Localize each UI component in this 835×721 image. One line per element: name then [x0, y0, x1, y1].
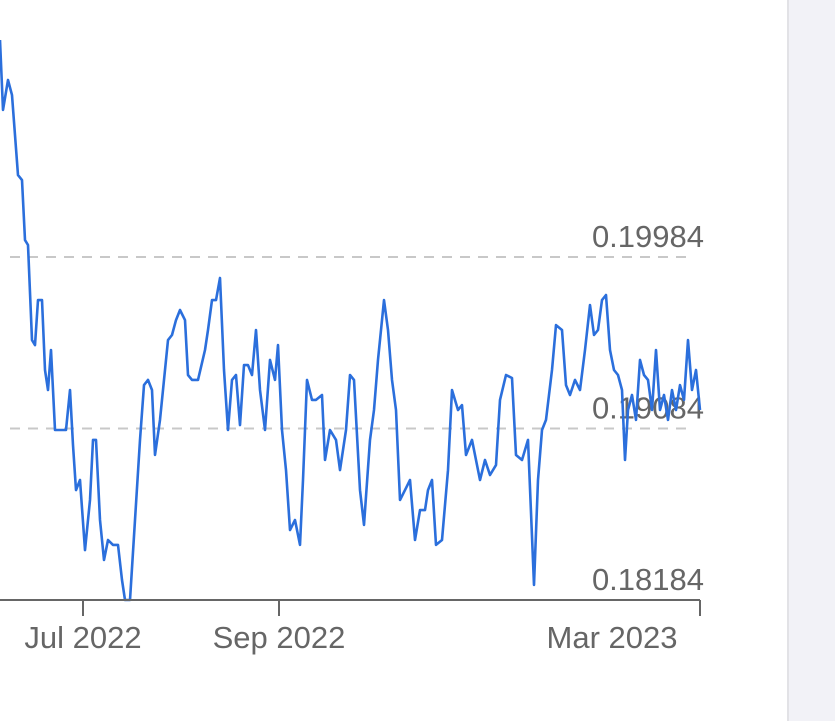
side-panel: [788, 0, 835, 721]
x-tick-label: Mar 2023: [547, 620, 678, 655]
y-tick-label: 0.19984: [592, 219, 704, 254]
x-tick-label: Sep 2022: [213, 620, 346, 655]
x-tick-label: Jul 2022: [24, 620, 141, 655]
data-line: [0, 39, 702, 602]
y-tick-label: 0.18184: [592, 562, 704, 597]
y-tick-label: 0.19084: [592, 391, 704, 426]
